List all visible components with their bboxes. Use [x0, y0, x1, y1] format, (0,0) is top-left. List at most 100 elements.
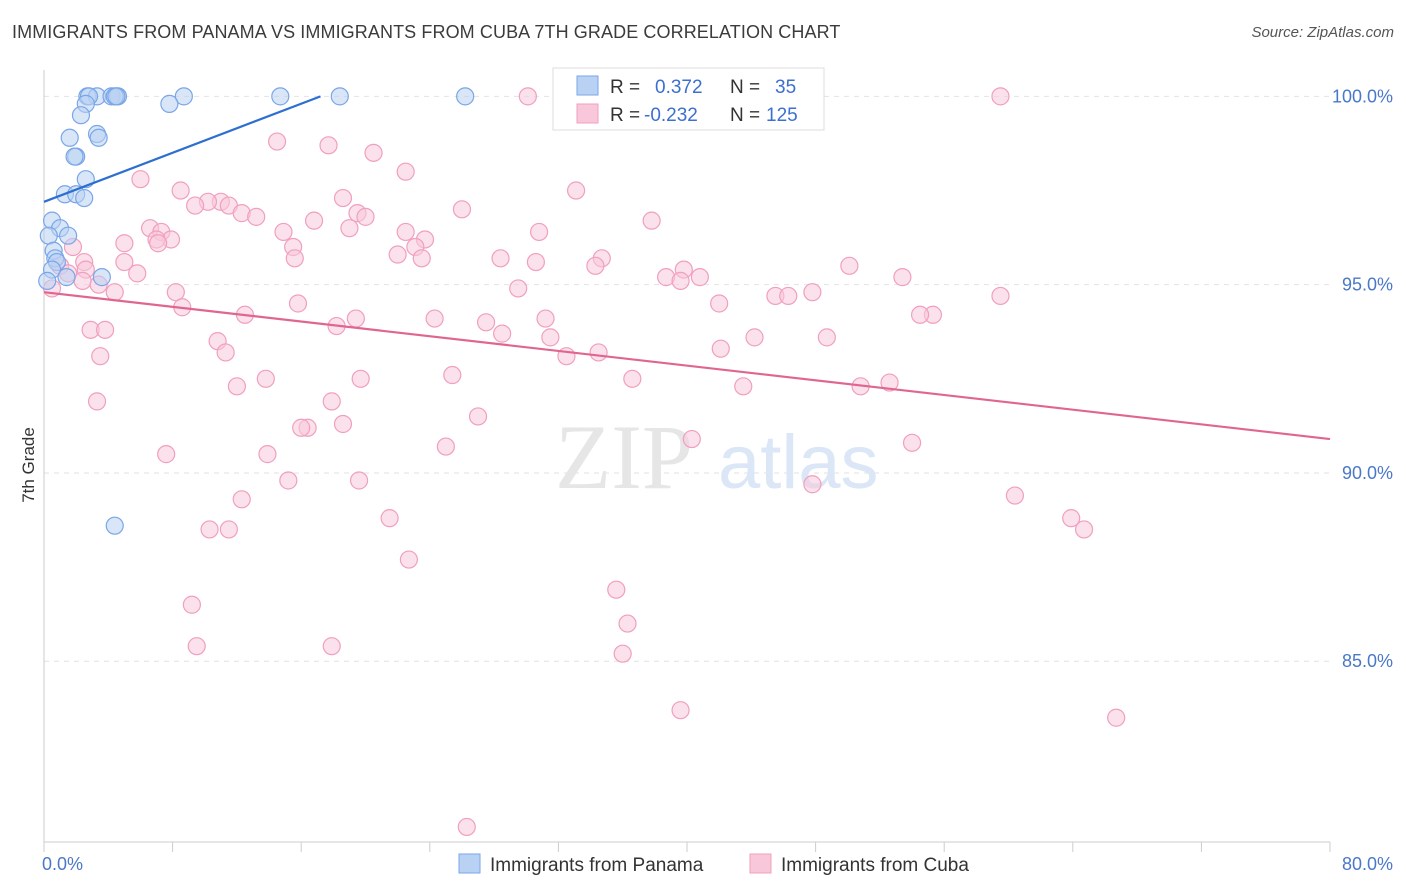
stats-legend-n-label-panama: N =: [730, 77, 760, 98]
point-cuba-83: [216, 343, 235, 362]
point-cuba-73: [476, 313, 496, 332]
point-cuba-118: [182, 595, 201, 614]
point-cuba-18: [247, 207, 266, 226]
point-cuba-71: [425, 309, 444, 328]
point-cuba-54: [73, 271, 92, 290]
point-cuba-60: [803, 283, 822, 302]
point-panama-31: [57, 268, 76, 287]
point-panama-33: [38, 271, 57, 290]
point-cuba-14: [452, 200, 472, 219]
stats-legend: R = 0.372 N = 35 R = -0.232 N = 125: [552, 67, 825, 131]
point-panama-25: [59, 226, 78, 245]
point-cuba-107: [349, 471, 369, 490]
point-panama-32: [92, 268, 111, 287]
point-cuba-20: [642, 211, 661, 230]
point-cuba-9: [333, 188, 353, 208]
point-cuba-95: [87, 392, 107, 411]
point-cuba-59: [166, 283, 185, 302]
point-panama-22: [75, 188, 94, 208]
point-cuba-58: [105, 283, 124, 302]
point-cuba-80: [817, 328, 836, 347]
point-cuba-53: [893, 268, 912, 287]
series-legend-label-panama: Immigrants from Panama: [490, 855, 704, 876]
point-cuba-12: [186, 196, 205, 215]
point-cuba-1: [991, 87, 1010, 106]
series-legend: Immigrants from Panama Immigrants from C…: [458, 853, 969, 876]
point-cuba-103: [902, 433, 922, 452]
y-tick-label-2: 90.0%: [1342, 463, 1393, 483]
point-cuba-65: [710, 294, 729, 313]
y-tick-label-1: 95.0%: [1342, 275, 1393, 295]
point-cuba-77: [493, 324, 512, 343]
y-tick-label-3: 85.0%: [1342, 651, 1393, 671]
point-cuba-116: [399, 550, 419, 569]
point-cuba-99: [333, 414, 353, 434]
point-cuba-78: [541, 328, 560, 347]
series-legend-swatch-panama: [458, 853, 481, 874]
stats-legend-n-value-cuba: 125: [766, 105, 798, 126]
stats-legend-r-label-cuba: R =: [610, 105, 640, 126]
stats-legend-n-label-cuba: N =: [730, 105, 760, 126]
stats-legend-r-value-cuba: -0.232: [644, 105, 698, 126]
trend-line-cuba: [43, 291, 1331, 441]
point-panama-10: [456, 87, 475, 106]
point-cuba-122: [613, 644, 632, 663]
watermark-zip: ZIP: [555, 406, 693, 508]
point-cuba-24: [396, 222, 415, 242]
point-cuba-63: [779, 286, 798, 306]
stats-legend-swatch-panama: [576, 75, 599, 96]
point-panama-9: [330, 87, 349, 106]
point-cuba-97: [468, 407, 488, 426]
point-cuba-92: [734, 377, 753, 396]
point-cuba-102: [436, 437, 455, 456]
point-cuba-69: [910, 305, 930, 324]
point-cuba-49: [128, 264, 147, 283]
trend-line-panama: [43, 95, 321, 203]
point-cuba-90: [227, 377, 246, 396]
point-cuba-94: [880, 373, 899, 392]
point-panama-11: [160, 94, 179, 113]
series-legend-swatch-cuba: [749, 853, 772, 874]
point-panama-15: [60, 128, 79, 147]
point-cuba-30: [115, 234, 134, 253]
point-cuba-39: [412, 249, 431, 268]
series-cuba-points: [42, 87, 1126, 837]
point-cuba-123: [671, 701, 690, 720]
point-cuba-113: [219, 520, 238, 539]
y-tick-labels: 100.0% 95.0% 90.0% 85.0%: [1332, 86, 1393, 671]
y-tick-label-0: 100.0%: [1332, 86, 1393, 106]
point-cuba-61: [991, 286, 1010, 306]
point-cuba-22: [340, 219, 359, 238]
point-cuba-105: [258, 445, 277, 464]
point-panama-8: [271, 87, 290, 106]
stats-legend-r-label-panama: R =: [610, 77, 640, 98]
point-cuba-19: [304, 211, 324, 230]
point-cuba-35: [388, 245, 407, 264]
point-cuba-109: [1005, 486, 1025, 505]
point-panama-34: [105, 516, 124, 535]
point-cuba-8: [566, 181, 586, 200]
point-cuba-91: [623, 369, 642, 388]
trend-lines: [43, 95, 1331, 441]
point-cuba-89: [256, 369, 275, 388]
point-cuba-26: [530, 222, 549, 242]
series-legend-label-cuba: Immigrants from Cuba: [781, 855, 969, 876]
point-panama-5: [107, 87, 126, 106]
point-cuba-45: [840, 256, 859, 275]
point-cuba-79: [745, 328, 764, 347]
point-cuba-70: [346, 309, 365, 328]
point-cuba-87: [443, 365, 462, 385]
point-cuba-106: [279, 471, 298, 490]
stats-legend-n-value-panama: 35: [775, 77, 796, 98]
point-cuba-0: [518, 87, 537, 106]
stats-legend-r-value-panama: 0.372: [655, 77, 703, 98]
point-cuba-40: [526, 252, 545, 272]
point-cuba-84: [589, 343, 608, 362]
x-tick-label-1: 80.0%: [1342, 854, 1393, 874]
point-panama-18: [65, 147, 84, 166]
point-cuba-7: [171, 181, 190, 200]
point-cuba-76: [95, 320, 115, 339]
point-cuba-82: [711, 339, 730, 358]
point-cuba-85: [91, 347, 110, 366]
